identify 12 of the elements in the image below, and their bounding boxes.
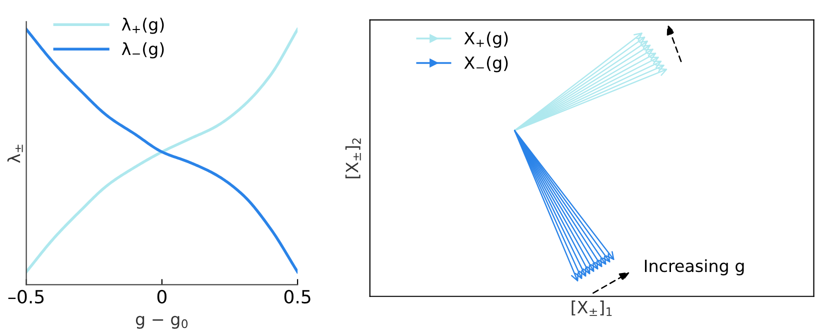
text: [X$_{±}$]$_{1}$: [572, 300, 612, 316]
y-axis-title: λ$_{±}$: [7, 144, 23, 163]
text: [X$_{±}$]$_{2}$: [345, 138, 361, 178]
legend-label: X$_{−}$(g): [464, 56, 508, 72]
x-tick-label: –0.5: [8, 290, 44, 304]
legend-label: λ$_{+}$(g): [122, 18, 164, 34]
x-axis-title: g − g$_{0}$: [136, 316, 188, 329]
legend-label: λ$_{−}$(g): [122, 42, 164, 58]
x-tick-label: 0: [157, 290, 166, 304]
legend-label: X$_{+}$(g): [464, 32, 508, 48]
text: Increasing g: [644, 259, 744, 276]
x-tick-label: 0.5: [284, 290, 310, 304]
